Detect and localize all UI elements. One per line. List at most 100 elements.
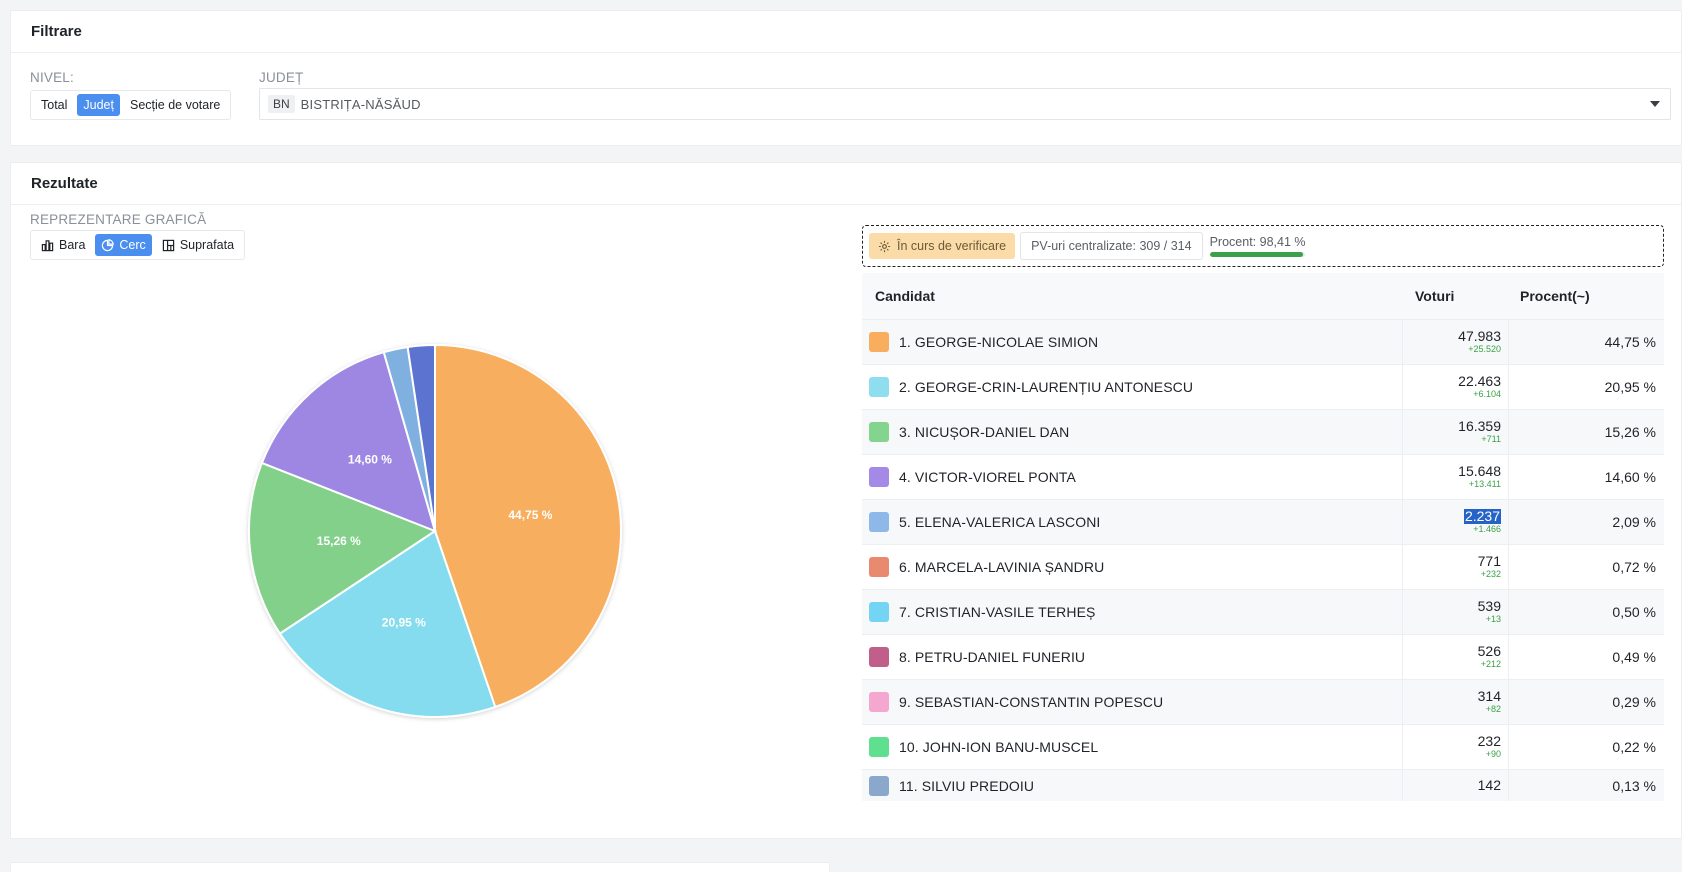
level-judet-button[interactable]: Județ bbox=[77, 94, 120, 116]
graph-label: REPREZENTARE GRAFICĂ bbox=[30, 212, 207, 227]
color-swatch bbox=[869, 775, 889, 796]
candidate-name: 1. GEORGE-NICOLAE SIMION bbox=[899, 334, 1099, 350]
progress-bar bbox=[1209, 252, 1305, 257]
candidate-cell: 1. GEORGE-NICOLAE SIMION bbox=[862, 320, 1402, 364]
votes-cell: 22.463 +6.104 bbox=[1402, 365, 1508, 409]
votes-delta: +13 bbox=[1485, 614, 1501, 624]
treemap-icon bbox=[162, 239, 175, 251]
votes-cell: 232 +90 bbox=[1402, 725, 1508, 769]
pie-slice[interactable] bbox=[248, 461, 438, 635]
votes-value: 16.359 bbox=[1458, 418, 1501, 434]
votes-cell: 314 +82 bbox=[1402, 680, 1508, 724]
level-total-button[interactable]: Total bbox=[41, 98, 68, 112]
mode-area-button[interactable]: Suprafata bbox=[156, 234, 240, 256]
pie-slice-label: 44,75 % bbox=[508, 508, 552, 522]
votes-delta: +1.466 bbox=[1473, 524, 1501, 534]
results-title: Rezultate bbox=[11, 163, 1681, 205]
mode-circle-label: Cerc bbox=[119, 238, 146, 252]
votes-value: 2.237 bbox=[1463, 508, 1501, 524]
next-panel bbox=[10, 862, 830, 872]
mode-bar-label: Bara bbox=[59, 238, 86, 252]
table-row: 5. ELENA-VALERICA LASCONI 2.237 +1.466 2,09… bbox=[862, 499, 1664, 544]
color-swatch bbox=[869, 602, 889, 622]
votes-value: 526 bbox=[1477, 643, 1501, 659]
votes-delta: +25.520 bbox=[1468, 344, 1501, 354]
candidate-name: 8. PETRU-DANIEL FUNERIU bbox=[899, 649, 1086, 665]
candidate-cell: 3. NICUȘOR-DANIEL DAN bbox=[862, 410, 1402, 454]
table-row: 8. PETRU-DANIEL FUNERIU 526 +212 0,49 % bbox=[862, 634, 1664, 679]
pv-count: PV-uri centralizate: 309 / 314 bbox=[1020, 232, 1203, 260]
pie-chart-icon bbox=[102, 238, 115, 251]
percent-cell: 0,13 % bbox=[1508, 770, 1664, 801]
progress-bar-fill bbox=[1209, 252, 1304, 257]
gear-icon bbox=[878, 240, 891, 252]
votes-cell: 16.359 +711 bbox=[1402, 410, 1508, 454]
votes-delta: +90 bbox=[1485, 749, 1501, 759]
votes-cell: 539 +13 bbox=[1402, 590, 1508, 634]
candidate-name: 9. SEBASTIAN-CONSTANTIN POPESCU bbox=[899, 694, 1164, 710]
candidate-cell: 6. MARCELA-LAVINIA ȘANDRU bbox=[862, 545, 1402, 589]
mode-area-label: Suprafata bbox=[179, 238, 235, 252]
votes-cell: 142 bbox=[1402, 770, 1508, 801]
percent-cell: 0,29 % bbox=[1508, 680, 1664, 724]
header-votes[interactable]: Voturi bbox=[1415, 288, 1455, 304]
candidate-name: 10. JOHN-ION BANU-MUSCEL bbox=[899, 739, 1099, 755]
color-swatch bbox=[869, 557, 889, 577]
candidate-cell: 4. VICTOR-VIOREL PONTA bbox=[862, 455, 1402, 499]
status-bar: În curs de verificare PV-uri centralizat… bbox=[862, 225, 1664, 267]
filter-title: Filtrare bbox=[11, 11, 1681, 53]
color-swatch bbox=[869, 422, 889, 442]
color-swatch bbox=[869, 647, 889, 667]
percent-cell: 14,60 % bbox=[1508, 455, 1664, 499]
votes-value: 47.983 bbox=[1458, 328, 1501, 344]
votes-delta: +232 bbox=[1480, 569, 1501, 579]
county-code-badge: BN bbox=[268, 95, 295, 113]
county-label: JUDEȚ bbox=[259, 70, 304, 85]
percent-text: Procent: 98,41 % bbox=[1209, 235, 1306, 249]
candidate-name: 7. CRISTIAN-VASILE TERHEȘ bbox=[899, 604, 1096, 620]
color-swatch bbox=[869, 467, 889, 487]
pie-slice[interactable] bbox=[278, 529, 497, 718]
county-name: BISTRIȚA-NĂSĂUD bbox=[300, 96, 421, 112]
candidate-cell: 11. SILVIU PREDOIU bbox=[862, 770, 1402, 801]
votes-value: 232 bbox=[1477, 733, 1501, 749]
county-select[interactable]: BN BISTRIȚA-NĂSĂUD bbox=[259, 88, 1671, 120]
candidate-cell: 7. CRISTIAN-VASILE TERHEȘ bbox=[862, 590, 1402, 634]
chevron-down-icon[interactable] bbox=[1650, 101, 1660, 107]
table-row: 4. VICTOR-VIOREL PONTA 15.648 +13.411 14,60… bbox=[862, 454, 1664, 499]
candidate-name: 11. SILVIU PREDOIU bbox=[899, 777, 1035, 794]
mode-circle-button[interactable]: Cerc bbox=[95, 234, 152, 256]
percent-cell: 44,75 % bbox=[1508, 320, 1664, 364]
table-row: 1. GEORGE-NICOLAE SIMION 47.983 +25.520 44,… bbox=[862, 319, 1664, 364]
percent-cell: 0,22 % bbox=[1508, 725, 1664, 769]
pie-slice[interactable] bbox=[406, 343, 436, 532]
votes-cell: 526 +212 bbox=[1402, 635, 1508, 679]
votes-value: 314 bbox=[1477, 688, 1501, 704]
percent-cell: 0,72 % bbox=[1508, 545, 1664, 589]
candidate-name: 3. NICUȘOR-DANIEL DAN bbox=[899, 424, 1070, 440]
percent-cell: 0,50 % bbox=[1508, 590, 1664, 634]
pie-slice-label: 20,95 % bbox=[382, 616, 426, 630]
pie-chart-svg: 44,75 % 20,95 % 15,26 % 14,60 % bbox=[248, 343, 622, 718]
votes-cell: 47.983 +25.520 bbox=[1402, 320, 1508, 364]
votes-value: 15.648 bbox=[1458, 463, 1501, 479]
color-swatch bbox=[869, 377, 889, 397]
header-candidate[interactable]: Candidat bbox=[875, 288, 935, 304]
bar-chart-icon bbox=[41, 239, 54, 251]
candidate-name: 6. MARCELA-LAVINIA ȘANDRU bbox=[899, 559, 1105, 575]
header-percent[interactable]: Procent(~) bbox=[1520, 288, 1590, 304]
results-table: Candidat Voturi Procent(~) 1. GEORGE-NIC… bbox=[862, 273, 1664, 801]
status-text: În curs de verificare bbox=[897, 239, 1007, 253]
pie-slice[interactable] bbox=[434, 343, 622, 709]
votes-delta: +82 bbox=[1485, 704, 1501, 714]
mode-bar-button[interactable]: Bara bbox=[35, 234, 91, 256]
level-sectie-button[interactable]: Secție de votare bbox=[130, 98, 221, 112]
color-swatch bbox=[869, 737, 889, 757]
percent-cell: 2,09 % bbox=[1508, 500, 1664, 544]
pie-slice-label: 15,26 % bbox=[317, 534, 361, 548]
percent-cell: 0,49 % bbox=[1508, 635, 1664, 679]
pie-slice[interactable] bbox=[260, 350, 437, 533]
votes-cell: 15.648 +13.411 bbox=[1402, 455, 1508, 499]
pie-slice-label: 14,60 % bbox=[348, 452, 392, 466]
color-swatch bbox=[869, 332, 889, 352]
